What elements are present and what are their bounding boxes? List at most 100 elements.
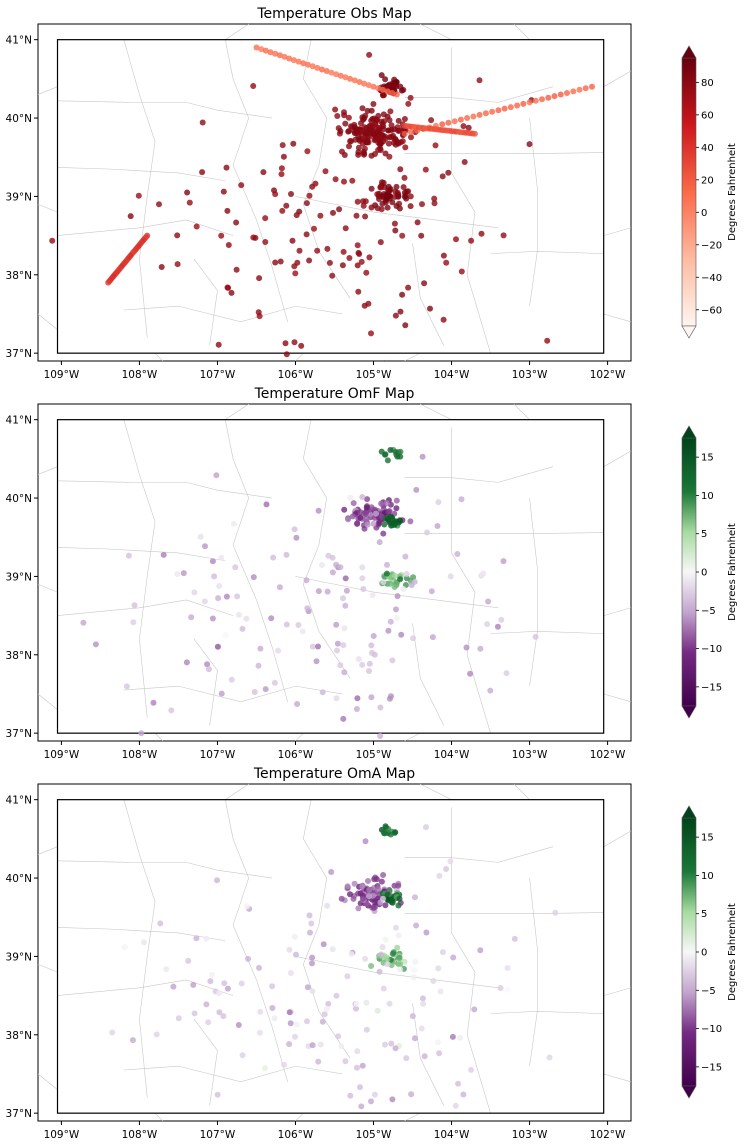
- observation-point: [471, 130, 478, 137]
- observation-point: [160, 551, 167, 558]
- x-axis: 109°W 108°W 107°W 106°W 105°W 104°W 103°W 102°W: [44, 361, 626, 381]
- observation-point: [380, 579, 387, 586]
- observation-point: [435, 499, 442, 506]
- observation-point: [157, 920, 164, 927]
- observation-point: [345, 128, 352, 135]
- observation-point: [304, 984, 311, 991]
- observation-point: [335, 125, 342, 132]
- observation-point: [463, 644, 470, 651]
- observation-point: [262, 239, 269, 245]
- observation-point: [345, 516, 352, 523]
- observation-point: [92, 641, 99, 648]
- observation-point: [334, 640, 341, 647]
- y-tick-label: 40°N: [6, 493, 32, 505]
- observation-point: [376, 520, 383, 526]
- observation-point: [341, 669, 348, 676]
- observation-point: [357, 890, 364, 897]
- observation-point: [395, 193, 402, 200]
- observation-point: [281, 1061, 288, 1068]
- county-line: [295, 956, 499, 989]
- observation-point: [303, 231, 310, 238]
- observation-point: [239, 1052, 246, 1059]
- observation-point: [341, 506, 348, 513]
- observation-point: [366, 660, 373, 667]
- county-line: [404, 532, 604, 534]
- observation-point: [361, 115, 368, 122]
- observation-point: [412, 958, 419, 965]
- observation-point: [188, 614, 195, 621]
- observation-point: [214, 877, 220, 884]
- observation-point: [346, 255, 353, 261]
- observation-point: [434, 1039, 441, 1046]
- observation-point: [368, 1098, 374, 1105]
- observation-point: [305, 61, 311, 68]
- x-tick-label: 105°W: [356, 1129, 392, 1141]
- observation-point: [353, 1000, 360, 1007]
- observation-point: [105, 279, 112, 286]
- observation-point: [476, 111, 483, 118]
- observation-point: [356, 251, 363, 257]
- observation-point: [449, 1033, 456, 1040]
- observation-point: [370, 633, 377, 639]
- colorbar: 80 60 40 20 0 −20 −40 −60 Degrees Fahrenheit: [681, 45, 738, 339]
- observation-point: [423, 824, 429, 831]
- observation-point: [337, 662, 344, 669]
- observation-point: [384, 961, 391, 968]
- x-tick-label: 103°W: [512, 369, 548, 381]
- observation-point: [238, 182, 245, 189]
- observation-point: [296, 247, 303, 254]
- county-line: [57, 979, 234, 996]
- observation-point: [399, 291, 406, 298]
- observation-point: [277, 258, 284, 265]
- observation-point: [362, 131, 369, 138]
- observation-point: [288, 191, 294, 197]
- observation-point: [360, 586, 367, 592]
- observation-point: [365, 878, 371, 884]
- observation-point: [250, 83, 257, 89]
- observation-point: [478, 230, 485, 237]
- observation-point: [369, 592, 376, 599]
- observation-point: [368, 963, 375, 969]
- state-line: [513, 783, 530, 800]
- state-border: [56, 799, 605, 1114]
- observation-point: [329, 946, 336, 953]
- observation-point: [471, 1006, 478, 1013]
- observation-point: [359, 883, 366, 890]
- observation-point: [501, 105, 508, 112]
- observation-point: [465, 124, 472, 131]
- state-line: [404, 732, 421, 742]
- observation-point: [423, 929, 430, 936]
- observation-point: [397, 453, 404, 460]
- observation-point: [293, 1021, 300, 1028]
- observation-point: [341, 625, 348, 632]
- observation-point: [418, 1025, 425, 1032]
- observation-point: [156, 201, 162, 208]
- observation-point: [440, 316, 447, 323]
- observation-point: [413, 486, 420, 493]
- observation-point: [485, 598, 492, 605]
- observation-point: [460, 1091, 467, 1098]
- colorbar-tick-label: 15: [701, 833, 714, 844]
- observation-point: [455, 1080, 462, 1087]
- observation-point: [384, 82, 391, 89]
- observation-point: [313, 658, 320, 665]
- observation-point: [325, 1000, 332, 1007]
- observation-point: [378, 448, 385, 455]
- observation-point: [354, 1048, 361, 1055]
- observation-point: [272, 259, 279, 266]
- observation-point: [391, 584, 398, 590]
- observation-point: [372, 151, 378, 157]
- observation-point: [209, 615, 216, 622]
- observation-point: [338, 1043, 345, 1050]
- x-tick-label: 104°W: [434, 749, 470, 761]
- observation-point: [489, 108, 496, 115]
- observation-point: [396, 127, 403, 134]
- observation-point: [401, 958, 408, 965]
- observation-point: [384, 194, 390, 201]
- observation-point: [439, 173, 446, 180]
- observation-point: [375, 885, 381, 892]
- scatter-points: [49, 44, 595, 361]
- county-line: [57, 100, 273, 119]
- colorbar-extend-max: [681, 805, 697, 819]
- observation-point: [174, 261, 181, 268]
